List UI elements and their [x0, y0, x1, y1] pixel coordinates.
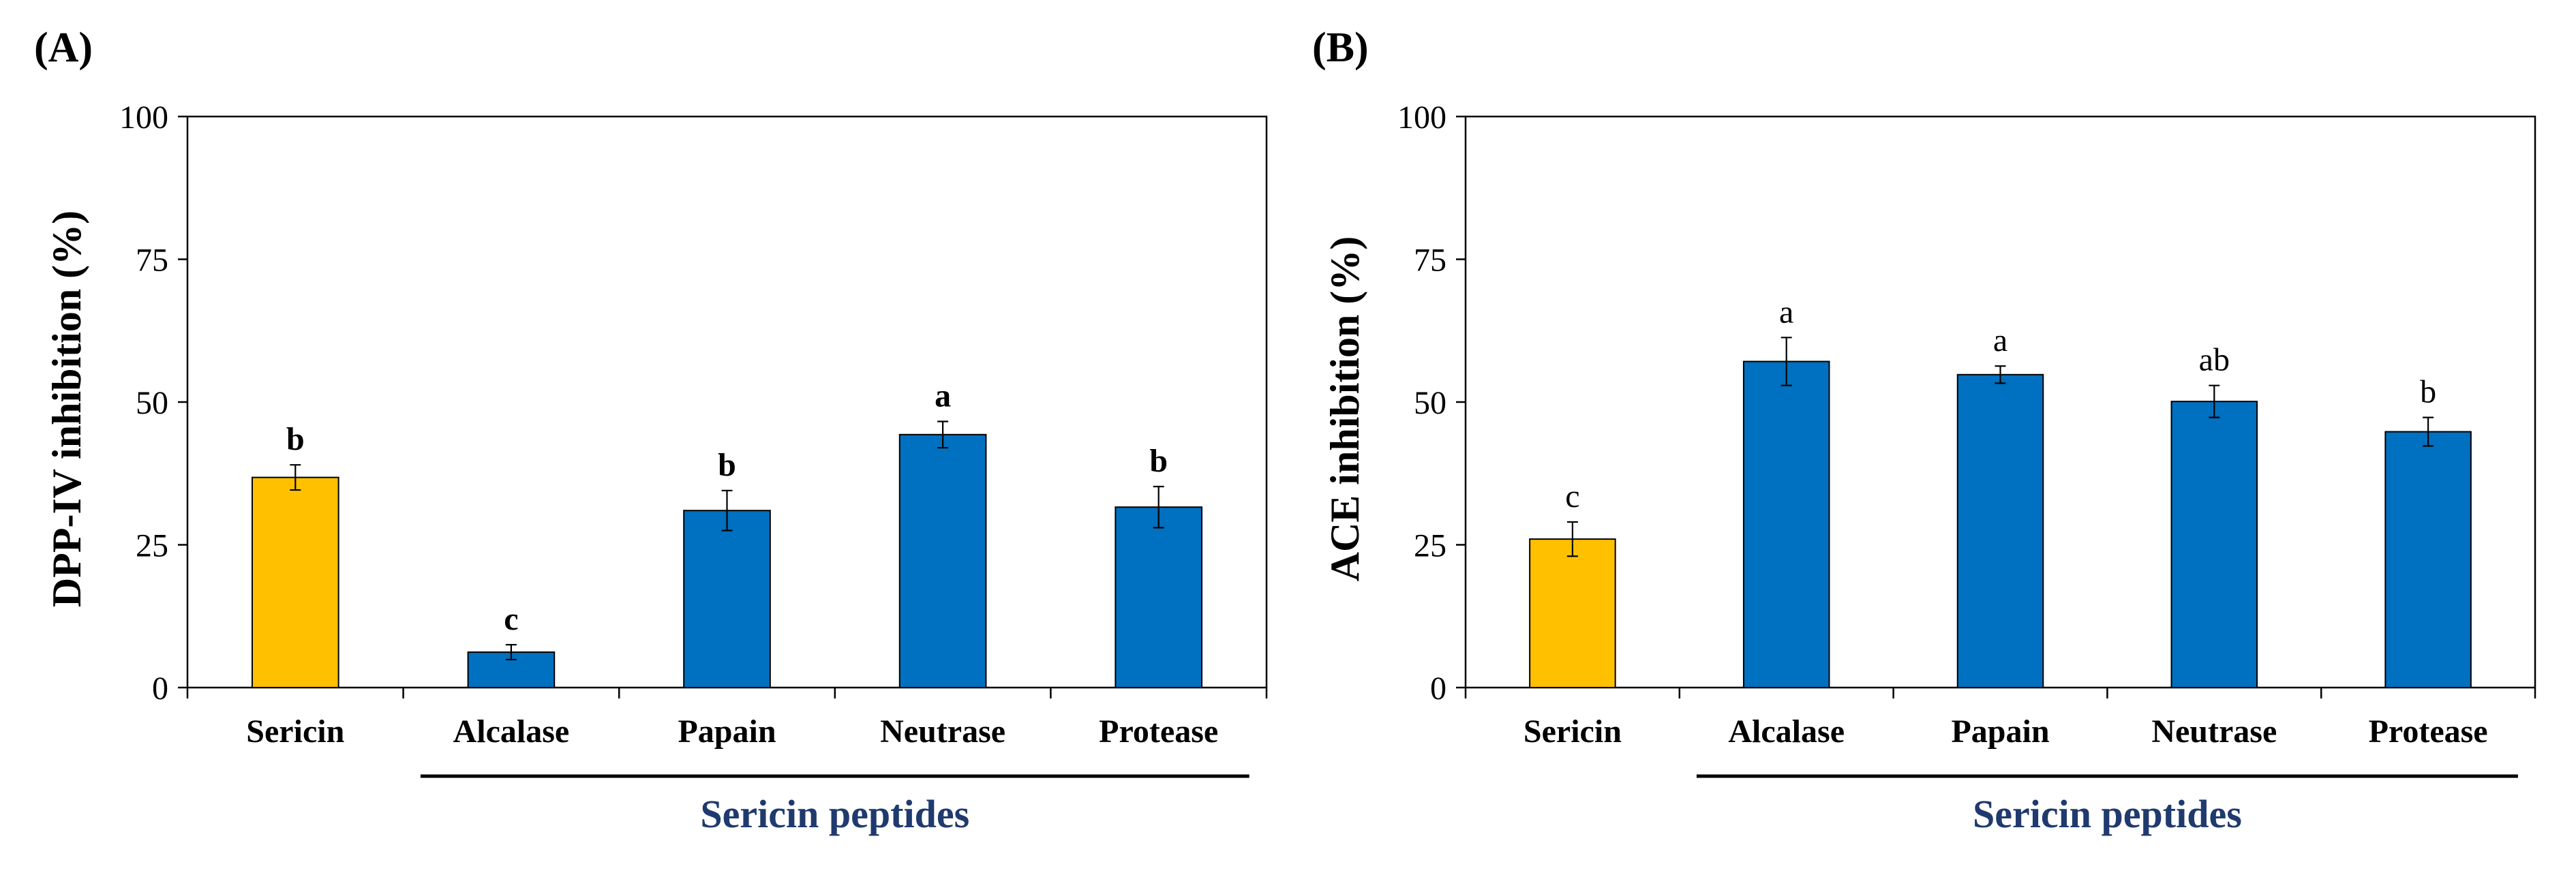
significance-label: a [1993, 322, 2007, 358]
category-label: Papain [1951, 713, 2049, 750]
panel-label: (B) [1312, 25, 1369, 71]
significance-label: c [1565, 478, 1579, 514]
y-tick-label: 25 [1414, 528, 1446, 564]
significance-label: b [1149, 443, 1168, 479]
bar-protease [2384, 431, 2472, 688]
bar-neutrase [898, 433, 987, 688]
y-tick-label: 100 [1397, 99, 1446, 136]
y-tick-label: 25 [136, 528, 168, 564]
bar-alcalase [1742, 360, 1830, 688]
chart-panel-b: (B) 0 25 50 75 100 ACE inhibition (%) c Sericin a… [1312, 25, 2536, 836]
bar-sericin [1529, 538, 1616, 688]
significance-label: b [286, 421, 305, 457]
bar-protease [1115, 506, 1203, 689]
bar-sericin [251, 476, 339, 689]
bar-papain [1956, 373, 2044, 688]
bar-neutrase [2170, 401, 2258, 688]
y-tick-label: 100 [119, 99, 168, 136]
category-label: Alcalase [1728, 713, 1845, 750]
significance-label: a [1779, 294, 1793, 330]
category-label: Protease [1099, 713, 1218, 750]
panel-label: (A) [34, 25, 93, 71]
y-tick-label: 50 [136, 385, 168, 421]
group-label: Sericin peptides [700, 792, 969, 836]
category-label: Papain [678, 713, 776, 750]
bar-papain [683, 510, 771, 688]
significance-label: ab [2199, 342, 2230, 378]
category-label: Neutrase [880, 713, 1005, 750]
significance-label: b [2420, 374, 2436, 410]
significance-label: c [504, 601, 518, 637]
category-label: Sericin [246, 713, 344, 750]
significance-label: b [718, 447, 736, 483]
category-label: Protease [2369, 713, 2488, 750]
chart-panel-a: (A) 0 25 50 75 100 DPP-IV inhibition (%) b Seric… [34, 25, 1268, 836]
group-label: Sericin peptides [1973, 792, 2242, 836]
y-tick-label: 0 [1430, 671, 1446, 707]
y-tick-label: 50 [1414, 385, 1446, 421]
y-axis-label: ACE inhibition (%) [1322, 236, 1367, 582]
category-label: Sericin [1524, 713, 1622, 750]
significance-label: a [935, 378, 951, 414]
category-label: Neutrase [2151, 713, 2277, 750]
y-tick-label: 75 [136, 243, 168, 279]
y-axis-label: DPP-IV inhibition (%) [44, 211, 89, 607]
y-tick-label: 75 [1414, 243, 1446, 279]
category-label: Alcalase [453, 713, 570, 750]
y-tick-label: 0 [152, 671, 168, 707]
